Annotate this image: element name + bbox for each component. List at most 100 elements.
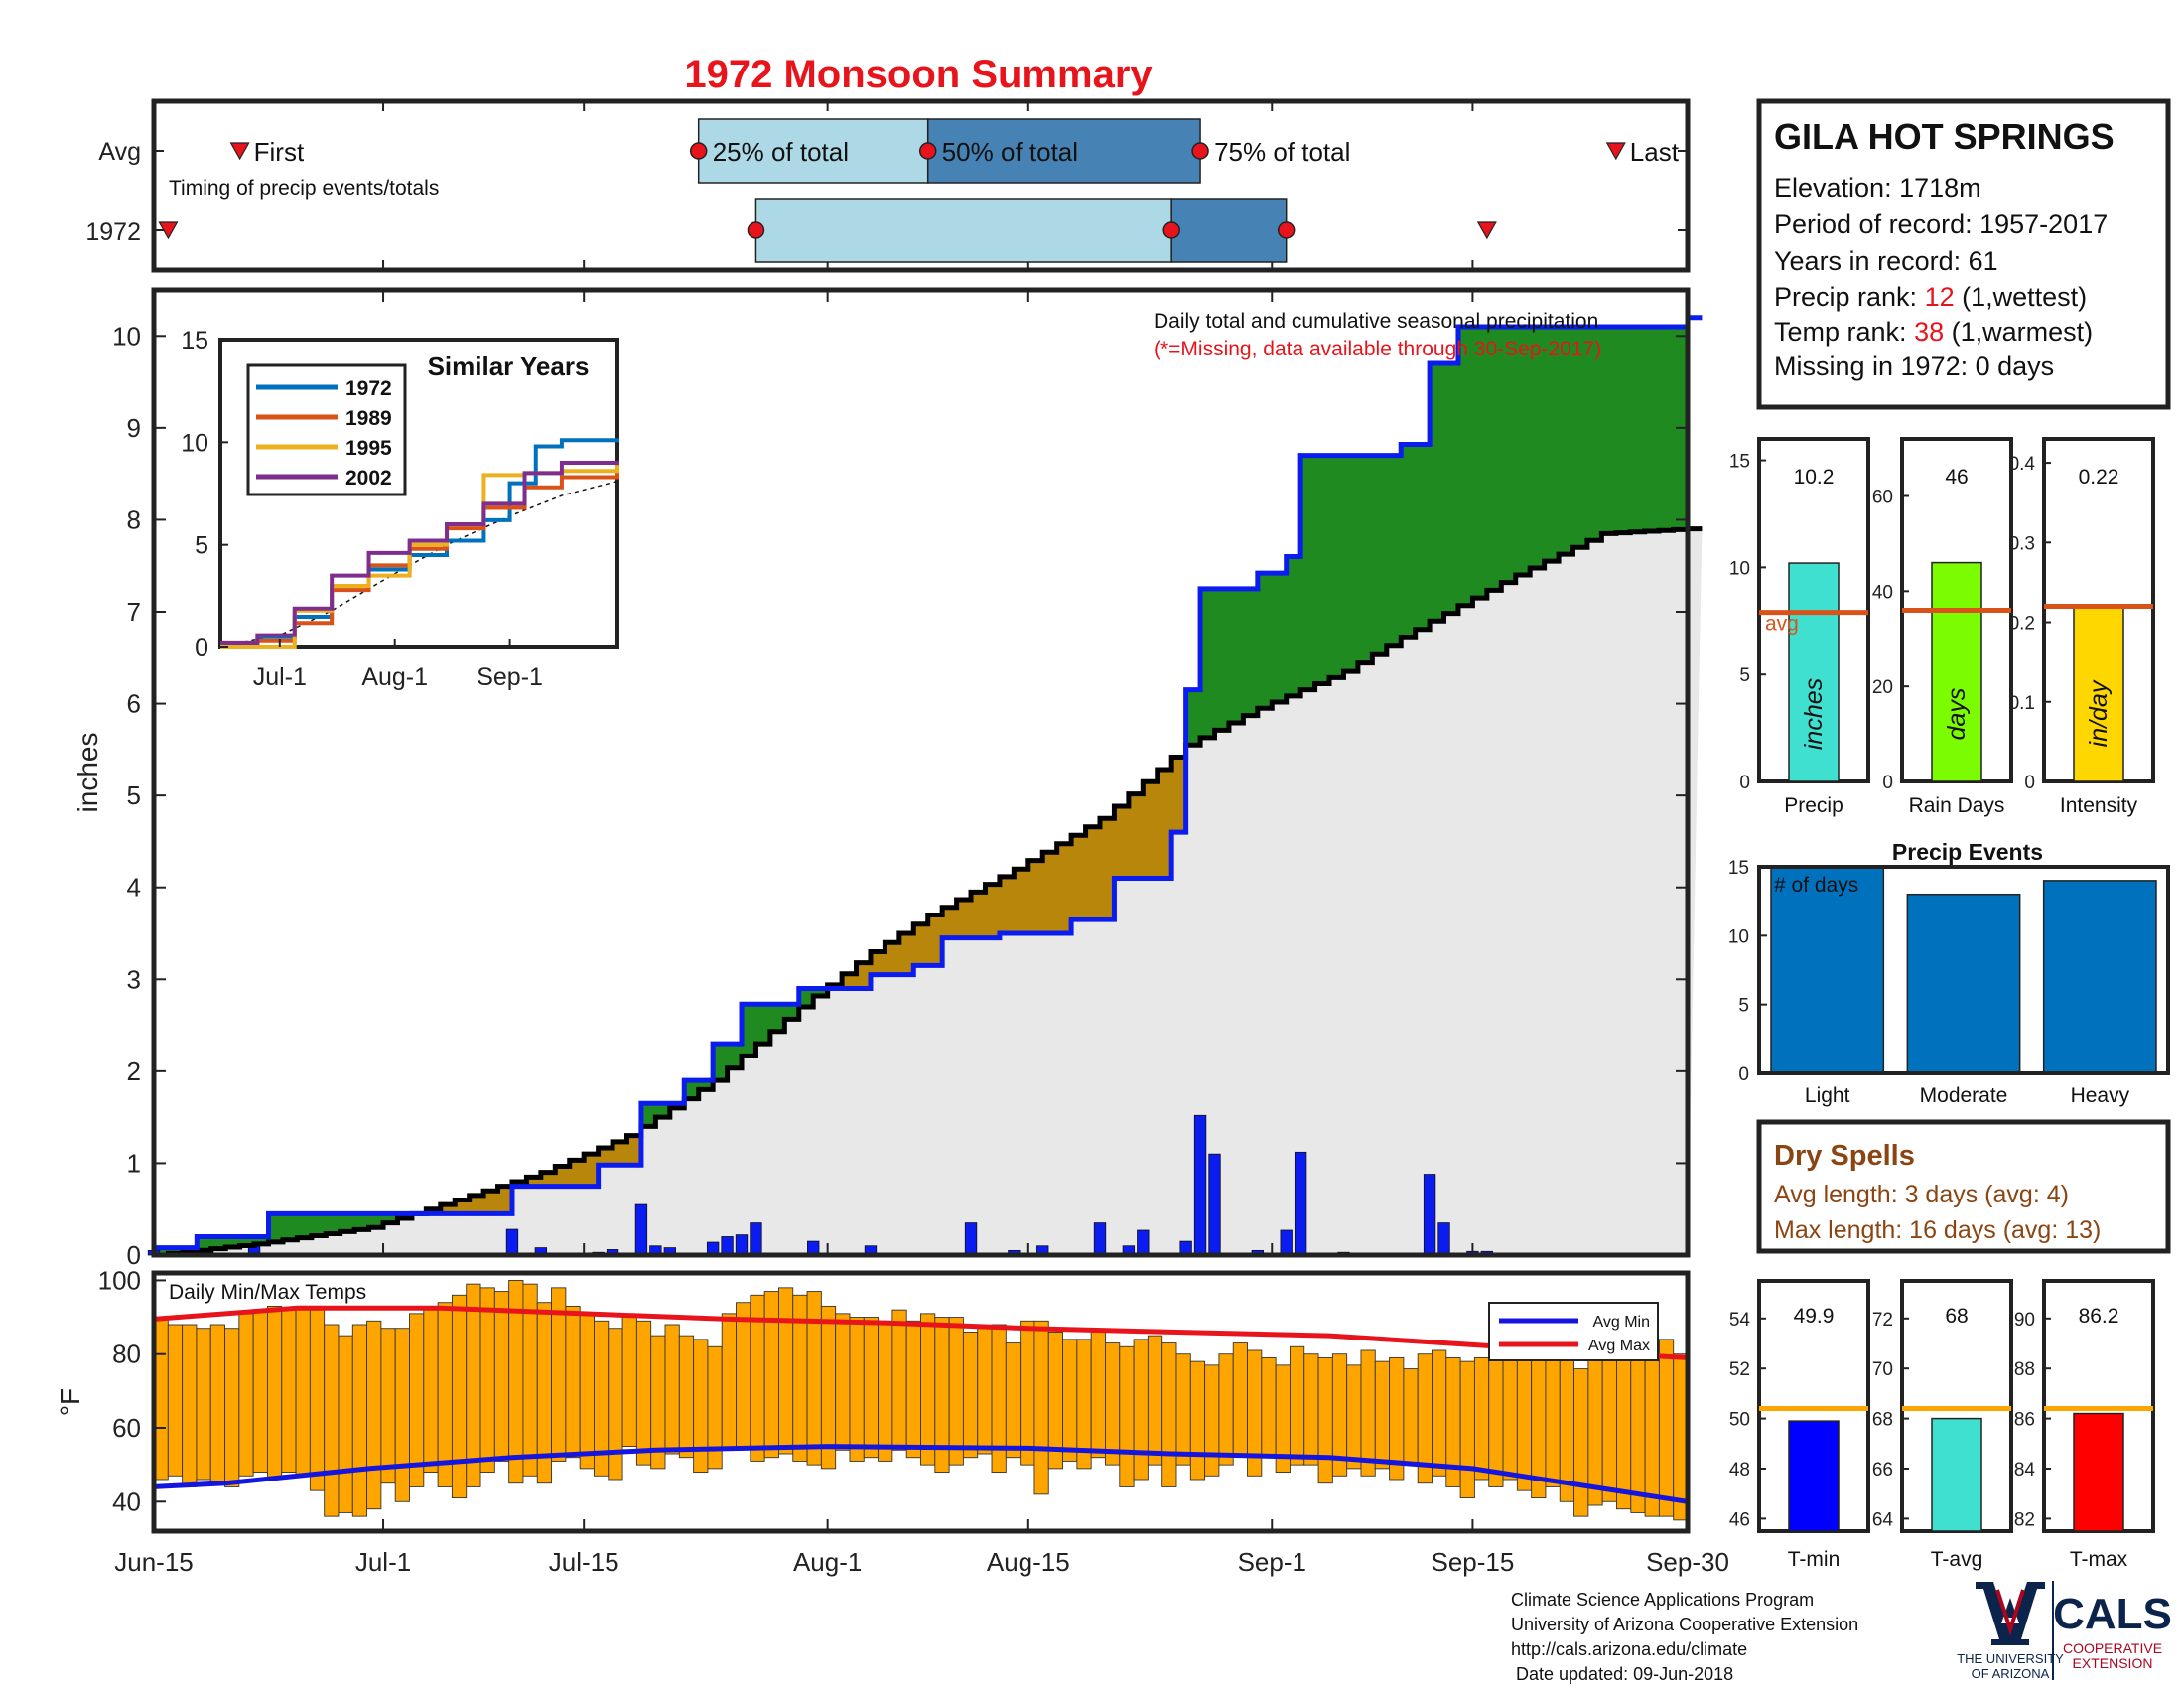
station-years: Years in record: 61 xyxy=(1774,246,1998,276)
daily-temp-range-bar xyxy=(1531,1345,1547,1499)
precip-rank-suffix: (1,wettest) xyxy=(1955,282,2088,312)
above-normal-fill xyxy=(727,1044,743,1068)
similar-years-inset: 0 5 10 15 Jul-1 Aug-1 Sep-1 Similar Years 1972… xyxy=(181,327,619,691)
above-normal-fill xyxy=(368,1213,384,1228)
daily-precip-bar xyxy=(1137,1229,1150,1256)
daily-temp-range-bar xyxy=(1630,1353,1646,1513)
below-normal-fill xyxy=(985,884,1001,938)
temp-summary-bar xyxy=(1931,1417,1982,1532)
footer-line-2: University of Arizona Cooperative Extens… xyxy=(1511,1615,1858,1634)
year-first-triangle-icon xyxy=(158,221,179,240)
daily-temp-range-bar xyxy=(493,1291,510,1462)
footer-line-1: Climate Science Applications Program xyxy=(1511,1590,1814,1610)
year-q50-marker xyxy=(1162,221,1180,239)
ua-a-red-inline-icon xyxy=(1995,1589,2025,1636)
daily-temp-range-bar xyxy=(380,1328,396,1484)
above-normal-fill xyxy=(1630,327,1646,532)
date-tick-label: Sep-15 xyxy=(1431,1547,1514,1577)
temp-summary-y-tick-label: 90 xyxy=(2014,1310,2035,1331)
daily-temp-range-bar xyxy=(266,1305,283,1481)
daily-temp-range-bar xyxy=(565,1305,581,1459)
above-normal-fill xyxy=(210,1236,226,1249)
daily-temp-range-bar xyxy=(608,1328,623,1481)
daily-temp-range-bar xyxy=(835,1313,851,1451)
above-normal-fill xyxy=(1386,455,1402,646)
cumulative-y-tick-label: 5 xyxy=(127,780,141,810)
cals-logo: CALS COOPERATIVE EXTENSION xyxy=(2053,1590,2172,1671)
daily-temp-range-bar xyxy=(1360,1349,1376,1477)
summary-y-tick-label: 0.3 xyxy=(2009,533,2035,554)
daily-temp-range-bar xyxy=(1516,1356,1533,1491)
daily-temp-range-bar xyxy=(1161,1342,1177,1487)
year-cumulative-line xyxy=(154,315,1703,1251)
cumulative-y-tick-label: 1 xyxy=(127,1148,141,1178)
daily-temp-range-bar xyxy=(763,1291,779,1459)
q50-label: 50% of total xyxy=(942,137,1078,167)
temp-summary-bar xyxy=(1788,1420,1840,1532)
daily-temp-range-bar xyxy=(1033,1320,1049,1495)
above-normal-fill xyxy=(1329,455,1345,678)
above-normal-fill xyxy=(1372,455,1388,655)
above-normal-fill xyxy=(383,1213,399,1223)
above-normal-fill xyxy=(297,1213,313,1238)
inset-legend-label: 1972 xyxy=(345,377,392,400)
temp-rank-suffix: (1,warmest) xyxy=(1944,317,2093,347)
inset-y-tick-label: 15 xyxy=(181,327,208,354)
above-normal-fill xyxy=(698,1080,714,1090)
footer-credits: Climate Science Applications Program Uni… xyxy=(1511,1590,1858,1684)
below-normal-fill xyxy=(1014,869,1029,933)
date-axis: Jun-15 Jul-1 Jul-15 Aug-1 Aug-15 Sep-1 Sep-15 S… xyxy=(114,1519,1729,1577)
station-info-box: GILA HOT SPRINGS Elevation: 1718m Period… xyxy=(1756,98,2171,410)
daily-temp-range-bar xyxy=(962,1331,979,1459)
daily-temp-range-bar xyxy=(777,1287,794,1455)
above-normal-fill xyxy=(769,1004,785,1032)
precip-events-title: Precip Events xyxy=(1892,839,2043,865)
temp-summary-frame xyxy=(1757,1279,1870,1533)
below-normal-fill xyxy=(540,1172,556,1187)
station-period: Period of record: 1957-2017 xyxy=(1774,210,2108,239)
daily-temp-range-bar xyxy=(1545,1353,1561,1487)
daily-temp-range-bar xyxy=(664,1324,680,1455)
precip-rank-value: 12 xyxy=(1925,282,1955,312)
dry-spells-avg: Avg length: 3 days (avg: 4) xyxy=(1774,1181,2069,1208)
precip-event-category-label: Heavy xyxy=(2071,1084,2130,1107)
above-normal-fill xyxy=(1486,327,1502,591)
above-normal-fill xyxy=(1501,327,1517,583)
cumulative-y-tick-label: 10 xyxy=(112,321,141,351)
normal-shaded-area xyxy=(154,528,1703,1255)
first-label: First xyxy=(254,137,305,167)
above-normal-fill xyxy=(1615,327,1631,533)
above-normal-fill xyxy=(1472,327,1488,599)
temp-summary-value-label: 49.9 xyxy=(1794,1305,1835,1328)
temp-summary-y-tick-label: 48 xyxy=(1729,1460,1750,1481)
daily-precip-bar xyxy=(634,1203,648,1256)
coop-text-2: EXTENSION xyxy=(2073,1655,2153,1671)
temp-summary-y-tick-label: 54 xyxy=(1729,1310,1751,1331)
precip-events-y-tick-label: 15 xyxy=(1728,858,1749,879)
temp-summary-category-label: T-avg xyxy=(1931,1548,1983,1571)
cumulative-y-ticks: 0 1 2 3 4 5 6 7 8 9 10 xyxy=(112,290,1689,1270)
above-normal-fill xyxy=(655,1103,671,1118)
daily-temp-range-bar xyxy=(1261,1356,1277,1459)
below-normal-fill xyxy=(1171,757,1187,833)
daily-temp-range-bar xyxy=(1175,1353,1191,1466)
temp-label: Daily Min/Max Temps xyxy=(169,1281,366,1304)
daily-temp-range-bar xyxy=(678,1335,695,1459)
above-normal-fill xyxy=(1415,444,1431,630)
summary-value-label: 0.22 xyxy=(2079,466,2119,489)
temp-summary-y-tick-label: 84 xyxy=(2014,1460,2036,1481)
daily-temp-range-bar xyxy=(423,1309,439,1474)
precip-events-frame xyxy=(1757,865,2170,1075)
above-normal-fill xyxy=(1659,327,1675,531)
summary-y-tick-label: 0 xyxy=(1882,773,1893,793)
above-normal-fill xyxy=(1300,455,1316,690)
avg-q25-q50-box xyxy=(697,118,929,184)
precip-events-ylabel: # of days xyxy=(1774,874,1858,897)
daily-temp-range-bar xyxy=(196,1328,211,1481)
above-normal-fill xyxy=(268,1213,284,1242)
above-normal-fill xyxy=(239,1236,255,1246)
temp-summary-y-tick-label: 72 xyxy=(1872,1310,1893,1331)
daily-temp-range-bar xyxy=(1204,1364,1220,1477)
daily-temp-range-bar xyxy=(878,1324,893,1462)
dry-spells-box: Dry Spells Avg length: 3 days (avg: 4) M… xyxy=(1756,1119,2171,1254)
